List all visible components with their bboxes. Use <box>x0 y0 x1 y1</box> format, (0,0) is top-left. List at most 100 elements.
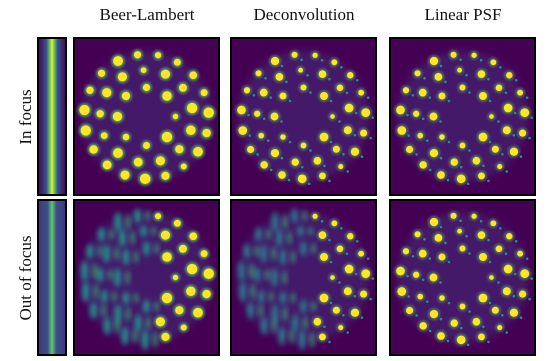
spot <box>506 233 513 240</box>
spot <box>103 160 112 169</box>
spot <box>439 134 445 140</box>
spot-faint <box>448 261 451 264</box>
spot <box>271 57 279 65</box>
spot <box>345 104 354 113</box>
spot <box>437 171 445 179</box>
spot <box>312 53 317 58</box>
spot <box>397 126 406 135</box>
spot-faint <box>482 325 485 328</box>
blurred-spot <box>114 268 121 287</box>
spot <box>519 130 526 137</box>
spot <box>162 293 172 303</box>
spot <box>496 84 503 91</box>
spot <box>479 133 488 142</box>
blurred-spot <box>133 293 138 303</box>
spot <box>471 214 476 219</box>
spot <box>517 251 523 257</box>
spot <box>460 143 466 149</box>
spot-faint <box>482 164 485 167</box>
spot <box>260 161 267 168</box>
blurred-spot <box>97 245 102 257</box>
spot <box>419 250 427 258</box>
spot <box>414 70 420 76</box>
blurred-spot <box>300 241 307 255</box>
spot <box>438 92 445 99</box>
spot-faint <box>422 278 425 281</box>
panel-image <box>390 38 535 195</box>
spot-faint <box>505 331 508 334</box>
spot-faint <box>526 96 529 99</box>
blurred-spot <box>271 246 276 260</box>
blurred-spot <box>154 301 159 312</box>
spot <box>271 113 279 121</box>
spot <box>301 143 307 149</box>
spot-faint <box>281 157 284 160</box>
spot <box>492 307 499 314</box>
spot <box>471 53 476 58</box>
spot <box>473 318 481 326</box>
spot <box>186 125 195 134</box>
spot-faint <box>499 66 502 69</box>
spot-faint <box>429 169 432 172</box>
spot-faint <box>426 139 429 142</box>
spot-faint <box>263 117 266 120</box>
spot-faint <box>530 116 533 119</box>
spot-faint <box>505 253 508 256</box>
blurred-spot <box>86 244 93 259</box>
spot <box>430 113 438 121</box>
spot-faint <box>407 295 410 298</box>
spot <box>175 306 183 314</box>
spot <box>451 158 458 165</box>
spot <box>237 106 246 115</box>
spot <box>451 213 457 219</box>
spot-faint <box>406 275 409 278</box>
spot-faint <box>440 318 443 321</box>
spot-faint <box>248 134 251 137</box>
blurred-spot <box>282 306 287 321</box>
spot <box>113 148 123 158</box>
spot <box>141 67 147 73</box>
spot <box>254 111 260 117</box>
blurred-spot <box>92 263 97 279</box>
spot-faint <box>515 240 518 243</box>
spot <box>204 107 214 117</box>
blurred-spot <box>122 291 129 304</box>
spot-faint <box>346 253 349 256</box>
spot-faint <box>468 252 471 255</box>
spot-faint <box>338 120 341 123</box>
spot <box>517 90 523 96</box>
spot <box>345 265 354 274</box>
spot-faint <box>323 164 326 167</box>
spot <box>406 307 413 314</box>
spot-faint <box>440 157 443 160</box>
spot <box>181 324 187 330</box>
figure: Beer-Lambert Deconvolution Linear PSF In… <box>0 0 549 356</box>
spot <box>161 333 169 341</box>
spot-faint <box>448 141 451 144</box>
blurred-spot <box>279 291 286 304</box>
blurred-spot <box>114 246 119 260</box>
spot <box>489 275 494 280</box>
spot <box>319 231 327 239</box>
spot <box>292 158 299 165</box>
spot <box>96 110 103 117</box>
spot <box>492 146 499 153</box>
spot-faint <box>288 179 291 182</box>
spot-faint <box>505 170 508 173</box>
blurred-spot <box>276 229 283 247</box>
spot <box>278 171 286 179</box>
blurred-spot <box>300 300 307 314</box>
spot <box>504 265 513 274</box>
spot-faint <box>356 79 359 82</box>
spot-faint <box>513 295 516 298</box>
spot <box>140 174 150 184</box>
spot <box>344 287 352 295</box>
spot <box>358 90 364 96</box>
blurred-spot <box>260 244 267 262</box>
blurred-spot <box>272 319 277 333</box>
spot-faint <box>480 220 483 223</box>
spot <box>351 309 359 317</box>
spot-faint <box>340 227 343 230</box>
spot <box>439 295 445 301</box>
strip-image <box>38 38 66 195</box>
